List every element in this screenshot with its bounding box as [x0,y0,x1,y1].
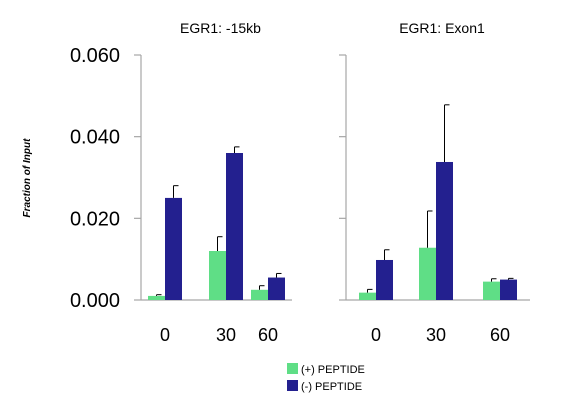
legend-swatch-plus-peptide [287,363,298,374]
bar-plus-peptide [419,247,436,300]
bar-plus-peptide [148,295,165,300]
bar-minus-peptide [165,197,182,300]
legend-label: (-) PEPTIDE [301,381,362,393]
bar-minus-peptide [226,153,243,300]
x-tick-label: 30 [426,325,446,345]
bar-plus-peptide [359,292,376,300]
legend-label: (+) PEPTIDE [301,364,365,376]
legend-swatch-minus-peptide [287,380,298,391]
bar-minus-peptide [268,277,285,300]
y-axis-title: Fraction of Input [22,138,33,218]
x-tick-label: 60 [490,325,510,345]
bar-minus-peptide [500,279,517,300]
y-tick-label: 0.020 [70,208,120,230]
x-tick-label: 0 [160,325,170,345]
x-tick-label: 30 [216,325,236,345]
y-tick-label: 0.000 [70,290,120,312]
panel-title: EGR1: -15kb [180,20,261,36]
bar-plus-peptide [483,281,500,300]
y-tick-label: 0.040 [70,127,120,149]
bar-plus-peptide [209,251,226,300]
x-tick-label: 0 [371,325,381,345]
bar-minus-peptide [436,161,453,300]
y-tick-label: 0.060 [70,45,120,67]
bar-minus-peptide [376,259,393,300]
x-tick-label: 60 [258,325,278,345]
bar-plus-peptide [251,289,268,300]
panel-title: EGR1: Exon1 [399,20,485,36]
